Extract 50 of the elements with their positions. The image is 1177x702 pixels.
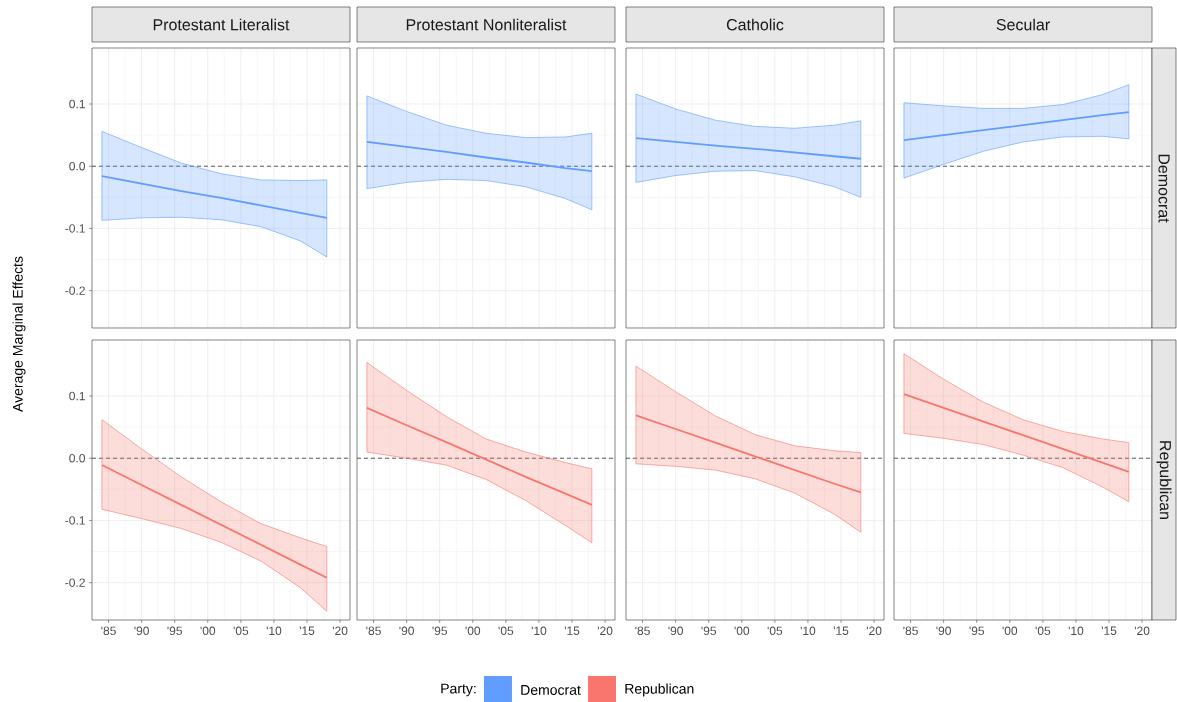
x-tick-label: '00 [1002, 626, 1018, 636]
x-tick-label: '05 [498, 626, 514, 636]
legend-label: Republican [625, 683, 694, 697]
y-tick-label: -0.1 [65, 224, 85, 233]
legend-title: Party: [441, 683, 476, 697]
x-tick-label: '95 [969, 626, 985, 636]
x-tick-label: '90 [936, 626, 951, 636]
x-tick-label: '20 [332, 626, 348, 636]
y-axis-title: Average Marginal Effects [12, 256, 26, 412]
x-tick-label: '15 [299, 626, 315, 635]
x-tick-label: '85 [635, 626, 650, 636]
x-tick-label: '95 [167, 626, 182, 636]
x-tick-label: '10 [266, 626, 282, 636]
x-tick-label: '15 [564, 626, 580, 635]
y-tick-label: -0.2 [65, 578, 85, 587]
x-tick-label: '05 [233, 626, 249, 636]
x-tick-label: '10 [1068, 626, 1084, 636]
x-tick-label: '90 [134, 626, 149, 636]
y-tick-label: 0.1 [69, 99, 85, 109]
x-tick-label: '20 [866, 626, 882, 636]
x-tick-label: '85 [366, 626, 381, 636]
x-tick-label: '95 [701, 626, 717, 636]
y-tick-label: -0.2 [65, 286, 85, 295]
x-tick-label: '20 [1134, 626, 1150, 636]
x-tick-label: '90 [668, 626, 683, 636]
text: Republican [1156, 441, 1172, 519]
x-tick-label: '90 [399, 626, 414, 636]
legend-label: Democrat [521, 685, 581, 695]
x-tick-label: '95 [432, 626, 448, 636]
x-tick-label: '00 [200, 626, 216, 636]
x-tick-label: '05 [1035, 626, 1051, 636]
x-tick-label: '15 [833, 626, 849, 635]
x-tick-label: '85 [101, 626, 116, 636]
chart-title: Secular [996, 18, 1050, 31]
y-tick-label: 0.0 [69, 453, 86, 463]
x-tick-label: '15 [1101, 626, 1117, 635]
x-tick-label: '85 [903, 626, 918, 636]
chart-title: Catholic [726, 18, 784, 31]
x-tick-label: '00 [465, 626, 481, 636]
x-tick-label: '00 [734, 626, 750, 636]
x-tick-label: '05 [767, 626, 783, 636]
y-tick-label: -0.1 [65, 516, 85, 525]
chart-title: Protestant Literalist [153, 18, 290, 31]
y-tick-label: 0.1 [69, 391, 85, 401]
chart-title: Protestant Nonliteralist [406, 18, 567, 31]
x-tick-label: '20 [597, 626, 613, 636]
x-tick-label: '10 [800, 626, 816, 636]
y-tick-label: 0.0 [69, 161, 86, 171]
text: Democrat [1158, 154, 1170, 223]
x-tick-label: '10 [531, 626, 547, 636]
